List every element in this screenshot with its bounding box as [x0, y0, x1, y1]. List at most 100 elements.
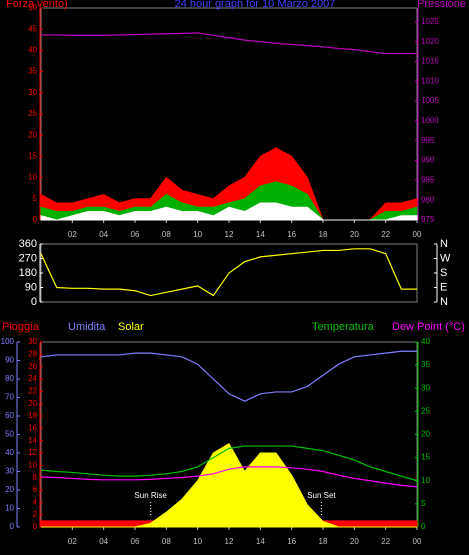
y2-tick-label: 1020 — [421, 37, 439, 46]
y3-tick-label: 4 — [33, 497, 38, 506]
y-tick-label: 360 — [19, 238, 37, 250]
x-tick-label: 08 — [162, 230, 171, 239]
y-tick-label: 80 — [5, 374, 14, 383]
y-tick-label: 35 — [28, 67, 37, 76]
y3-tick-label: 10 — [28, 460, 37, 469]
y2-tick-label: 15 — [421, 453, 430, 462]
y3-tick-label: 8 — [33, 473, 38, 482]
y2-tick-label: 975 — [421, 215, 435, 224]
y-tick-label: 30 — [5, 467, 14, 476]
x-tick-label: 16 — [287, 537, 296, 546]
x-tick-label: 10 — [193, 537, 202, 546]
y-tick-label: 20 — [5, 485, 14, 494]
y2-tick-label: N — [440, 296, 448, 308]
legend-entry: Umidita — [68, 321, 106, 333]
area — [40, 202, 418, 221]
x-tick-label: 00 — [413, 537, 422, 546]
y-tick-label: 10 — [28, 173, 37, 182]
y3-tick-label: 28 — [28, 349, 37, 358]
y2-tick-label: 40 — [421, 337, 430, 346]
y2-tick-label: 1005 — [421, 96, 439, 105]
y-tick-label: 100 — [1, 337, 15, 346]
y-tick-label: 0 — [31, 296, 37, 308]
y3-tick-label: 22 — [28, 386, 37, 395]
y-tick-label: 70 — [5, 393, 14, 402]
legend-entry: Dew Point (°C) — [392, 321, 465, 333]
y-tick-label: 40 — [5, 448, 14, 457]
y2-tick-label: 1015 — [421, 57, 439, 66]
y-tick-label: 60 — [5, 411, 14, 420]
y2-tick-label: 995 — [421, 136, 435, 145]
y3-tick-label: 24 — [28, 374, 37, 383]
y-tick-label: 15 — [28, 152, 37, 161]
x-tick-label: 08 — [162, 537, 171, 546]
y2-label: Pressione — [417, 0, 466, 10]
x-tick-label: 22 — [381, 537, 390, 546]
legend-entry: Temperatura — [312, 321, 375, 333]
y-tick-label: 20 — [28, 130, 37, 139]
y2-tick-label: 980 — [421, 195, 435, 204]
x-tick-label: 20 — [350, 537, 359, 546]
y2-tick-label: 30 — [421, 383, 430, 392]
x-tick-label: 14 — [256, 537, 265, 546]
line — [40, 350, 417, 402]
y3-tick-label: 2 — [33, 510, 38, 519]
y-tick-label: 25 — [28, 109, 37, 118]
y2-tick-label: 1025 — [421, 17, 439, 26]
y2-tick-label: 985 — [421, 175, 435, 184]
y2-tick-label: E — [440, 281, 447, 293]
y-tick-label: 270 — [19, 252, 37, 264]
y3-tick-label: 20 — [28, 399, 37, 408]
y2-tick-label: S — [440, 267, 447, 279]
y-tick-label: 40 — [28, 46, 37, 55]
y-label: Forza vento) — [6, 0, 68, 10]
y3-tick-label: 14 — [28, 436, 37, 445]
y-tick-label: 90 — [5, 356, 14, 365]
line — [40, 445, 418, 482]
annotation: Sun Set — [307, 491, 336, 500]
line — [41, 32, 417, 55]
y3-tick-label: 12 — [28, 448, 37, 457]
x-tick-label: 22 — [381, 230, 390, 239]
y-tick-label: 50 — [5, 430, 14, 439]
x-tick-label: 12 — [225, 537, 234, 546]
y-tick-label: 5 — [33, 194, 38, 203]
y-tick-label: 10 — [5, 504, 14, 513]
y3-tick-label: 18 — [28, 411, 37, 420]
line — [40, 466, 418, 488]
y-tick-label: 180 — [19, 267, 37, 279]
area — [40, 147, 418, 221]
y-tick-label: 0 — [33, 215, 38, 224]
x-tick-label: 00 — [413, 230, 422, 239]
y2-tick-label: 1010 — [421, 76, 439, 85]
legend-entry: Solar — [118, 321, 144, 333]
x-tick-label: 10 — [193, 230, 202, 239]
x-tick-label: 02 — [68, 230, 77, 239]
y2-tick-label: 990 — [421, 156, 435, 165]
x-tick-label: 04 — [99, 537, 108, 546]
x-tick-label: 14 — [256, 230, 265, 239]
line — [40, 248, 417, 297]
y2-tick-label: W — [440, 252, 451, 264]
y3-tick-label: 6 — [33, 485, 38, 494]
y3-tick-label: 30 — [28, 337, 37, 346]
area — [41, 443, 417, 528]
y3-tick-label: 16 — [28, 423, 37, 432]
y2-tick-label: 5 — [421, 499, 426, 508]
y2-tick-label: 25 — [421, 406, 430, 415]
y2-tick-label: 10 — [421, 476, 430, 485]
x-tick-label: 18 — [319, 230, 328, 239]
x-tick-label: 16 — [287, 230, 296, 239]
x-tick-label: 04 — [99, 230, 108, 239]
y-tick-label: 30 — [28, 88, 37, 97]
x-tick-label: 20 — [350, 230, 359, 239]
y-tick-label: 50 — [28, 3, 37, 12]
x-tick-label: 02 — [68, 537, 77, 546]
x-tick-label: 18 — [319, 537, 328, 546]
y-tick-label: 0 — [10, 522, 15, 531]
y3-tick-label: 26 — [28, 362, 37, 371]
annotation: Sun Rise — [134, 491, 167, 500]
y2-tick-label: 20 — [421, 430, 430, 439]
